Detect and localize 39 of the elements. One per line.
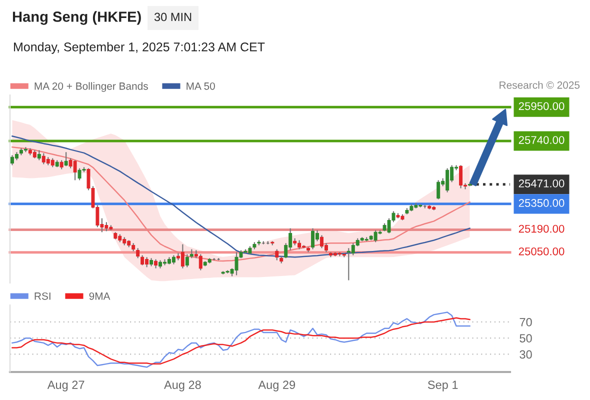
candlestick [64,152,68,167]
candlestick [24,146,28,153]
ref-line-label: 25190.00 [518,224,564,233]
text: Research © 2025 [500,81,580,89]
text: 30 MIN [154,12,192,22]
ref-line-label: 25350.00 [518,199,564,207]
candlestick [275,248,279,261]
legend-label: 9MA [89,292,110,300]
y-tick-label: 70 [520,318,532,326]
candlestick [140,254,144,266]
legend-label: MA 20 + Bollinger Bands [34,82,148,92]
candlestick [154,258,158,269]
x-tick-label: Aug 27 [47,380,84,392]
candlestick [311,228,315,250]
candlestick [185,254,189,268]
ref-line-label: 25950.00 [518,102,564,110]
candlestick [198,254,202,271]
candlestick [180,244,184,269]
x-tick-label: Aug 28 [164,380,201,392]
candlestick [73,160,77,181]
ref-line-label: 25740.00 [518,136,564,144]
candlestick [459,164,463,189]
chart-subtitle: Monday, September 1, 2025 7:01:23 AM CET [14,42,265,54]
y-tick-label: 50 [520,334,532,342]
line-series [12,317,470,365]
candlestick [172,254,176,265]
legend-label: RSI [34,292,50,300]
y-tick-label: 30 [520,350,532,359]
x-tick-label: Aug 29 [258,380,296,392]
ref-line-label: 25471.00 [518,180,564,188]
chart-title: Hang Seng (HKFE) [12,11,141,25]
candlestick [60,160,64,170]
candlestick [136,248,140,259]
candlestick [436,180,440,200]
candlestick [37,150,41,161]
ref-line-label: 25050.00 [518,247,564,256]
line-series [12,312,470,368]
legend-label: MA 50 [186,82,215,90]
x-tick-label: Sep 1 [428,380,458,392]
